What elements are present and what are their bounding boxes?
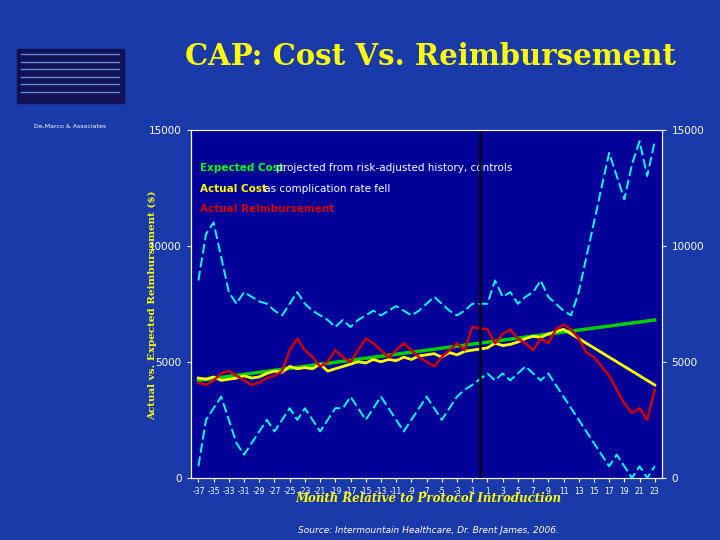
Text: Expected Cost: Expected Cost — [200, 163, 284, 173]
Text: Actual Reimbursement: Actual Reimbursement — [200, 205, 335, 214]
Text: Month Relative to Protocol Introduction: Month Relative to Protocol Introduction — [295, 492, 562, 505]
Bar — [17, 49, 124, 103]
Text: Actual vs. Expected Reimbursement ($): Actual vs. Expected Reimbursement ($) — [148, 191, 157, 420]
Text: CAP: Cost Vs. Reimbursement: CAP: Cost Vs. Reimbursement — [185, 42, 675, 71]
Text: projected from risk-adjusted history, controls: projected from risk-adjusted history, co… — [274, 163, 513, 173]
Text: Source: Intermountain Healthcare, Dr. Brent James, 2006.: Source: Intermountain Healthcare, Dr. Br… — [298, 525, 559, 535]
Text: De.Marco & Associates: De.Marco & Associates — [34, 124, 107, 129]
Text: Actual Cost: Actual Cost — [200, 184, 267, 193]
Text: as complication rate fell: as complication rate fell — [261, 184, 390, 193]
